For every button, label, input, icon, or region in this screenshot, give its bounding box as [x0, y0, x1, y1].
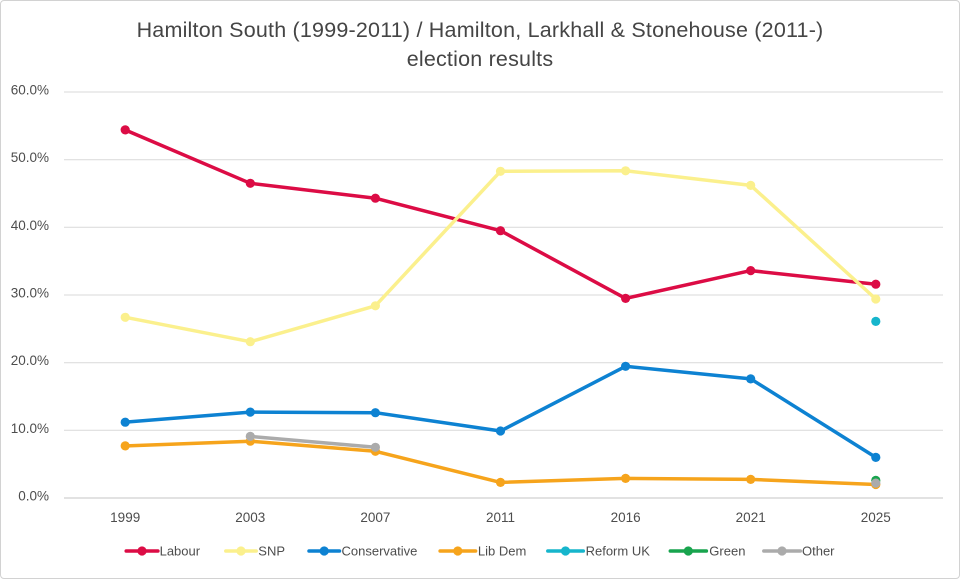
- svg-text:Lib Dem: Lib Dem: [478, 543, 526, 558]
- svg-text:2011: 2011: [486, 510, 515, 525]
- svg-text:20.0%: 20.0%: [11, 353, 49, 368]
- svg-text:Other: Other: [802, 543, 835, 558]
- svg-text:Reform UK: Reform UK: [586, 543, 651, 558]
- svg-text:Conservative: Conservative: [342, 543, 418, 558]
- svg-text:2021: 2021: [736, 510, 766, 525]
- svg-text:10.0%: 10.0%: [11, 421, 49, 436]
- svg-text:60.0%: 60.0%: [11, 83, 49, 98]
- svg-text:2007: 2007: [360, 510, 390, 525]
- svg-text:Green: Green: [709, 543, 745, 558]
- svg-text:election results: election results: [407, 47, 554, 71]
- svg-text:2016: 2016: [611, 510, 641, 525]
- svg-text:30.0%: 30.0%: [11, 286, 49, 301]
- svg-text:50.0%: 50.0%: [11, 150, 49, 165]
- svg-text:Labour: Labour: [160, 543, 201, 558]
- svg-text:2025: 2025: [861, 510, 891, 525]
- svg-text:0.0%: 0.0%: [18, 489, 49, 504]
- svg-text:Hamilton South (1999-2011) / H: Hamilton South (1999-2011) / Hamilton, L…: [137, 18, 824, 42]
- svg-text:1999: 1999: [110, 510, 140, 525]
- svg-text:2003: 2003: [235, 510, 265, 525]
- svg-text:SNP: SNP: [258, 543, 285, 558]
- svg-text:40.0%: 40.0%: [11, 218, 49, 233]
